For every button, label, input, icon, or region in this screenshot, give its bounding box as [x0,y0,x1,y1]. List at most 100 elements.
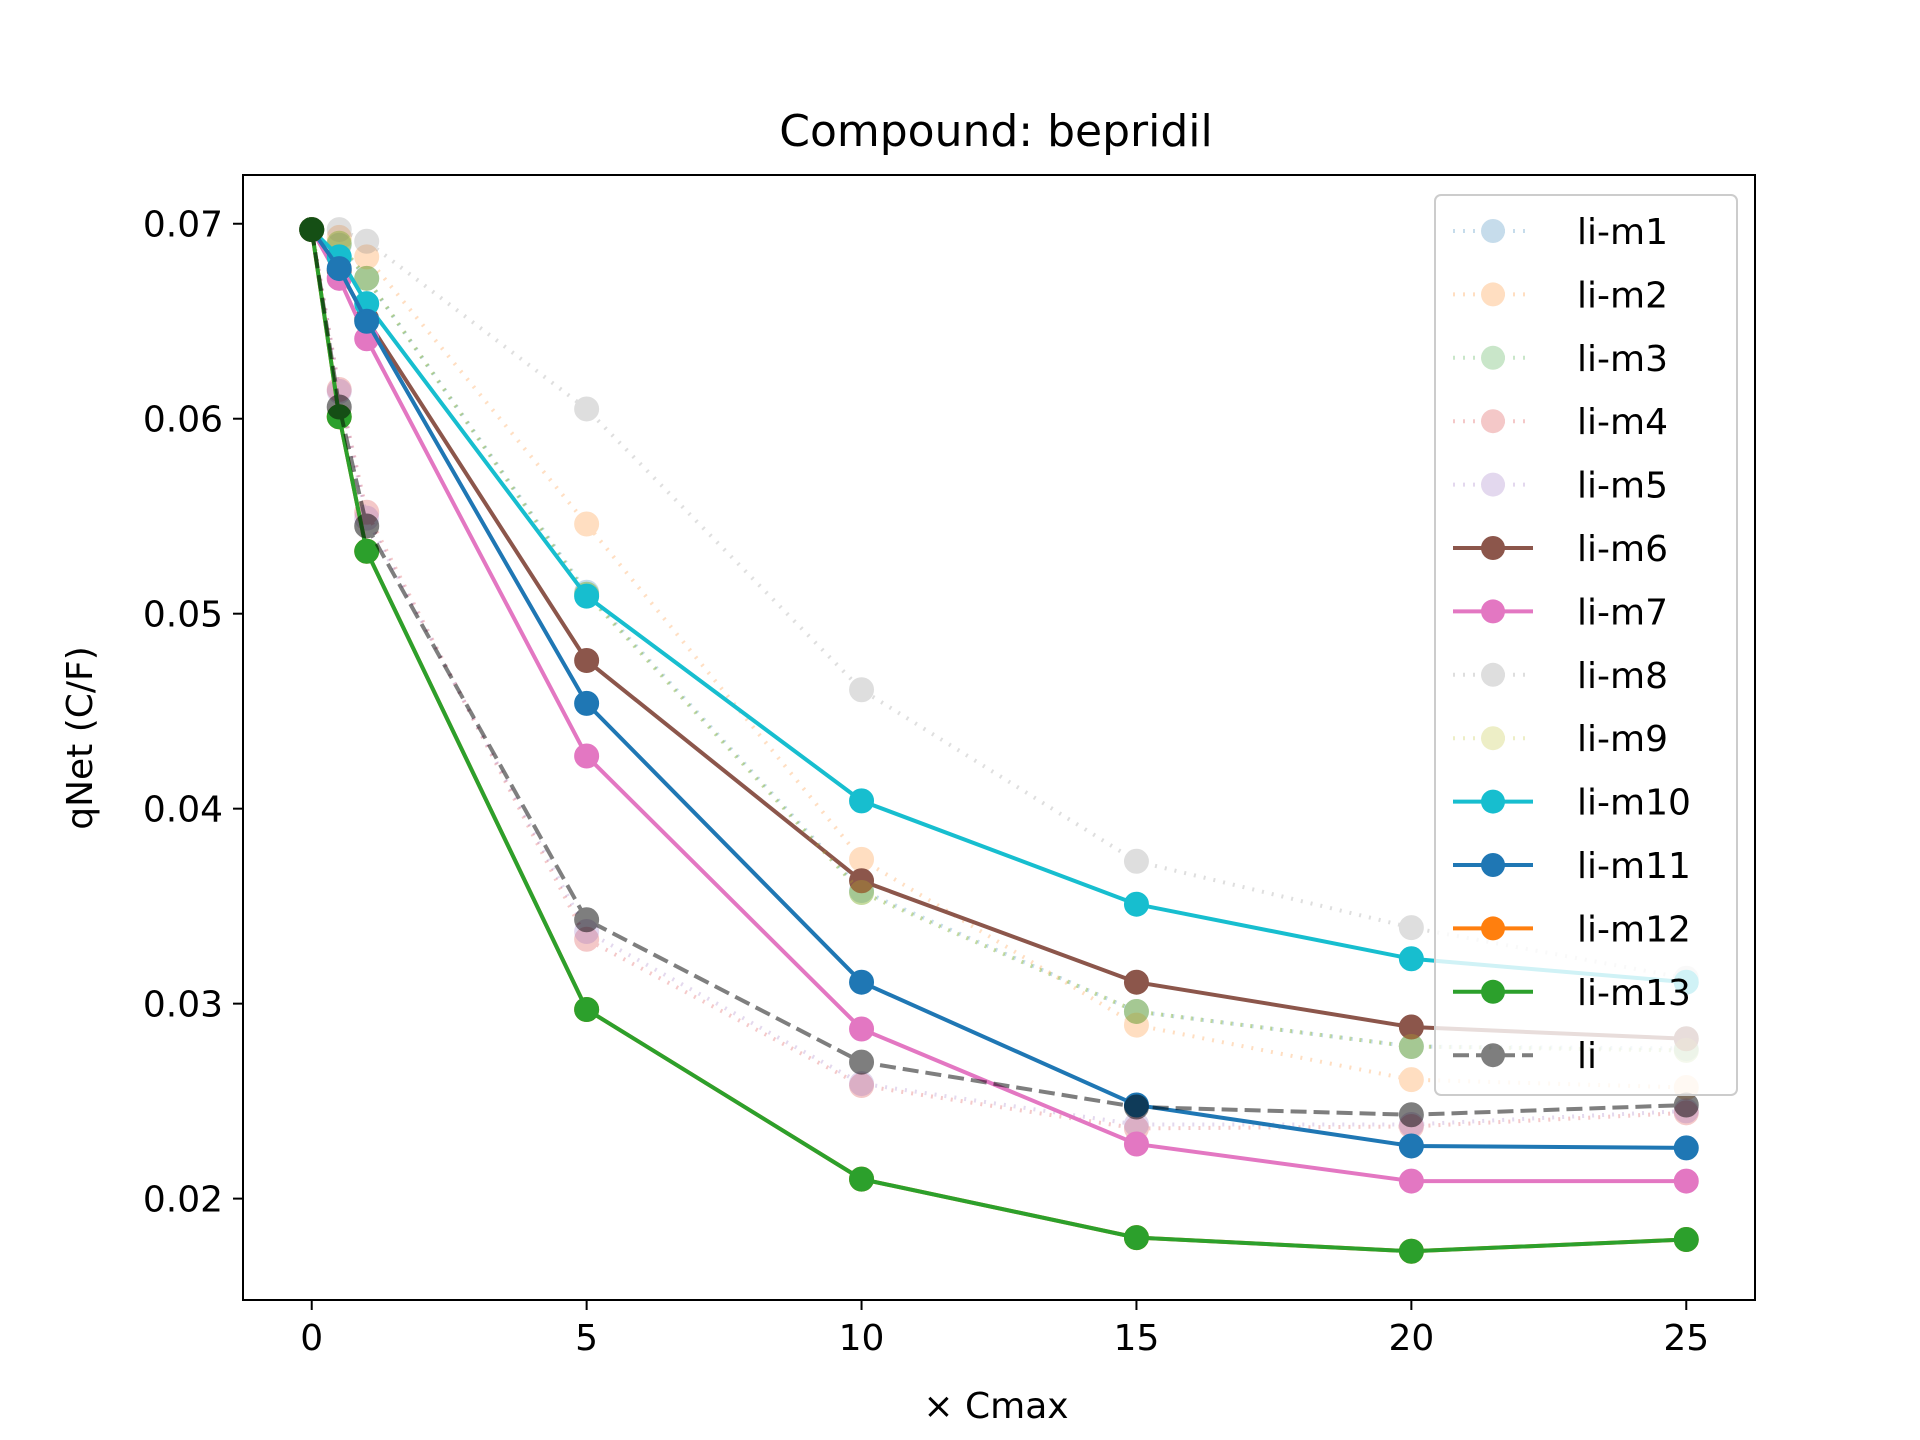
legend-marker [1481,219,1505,243]
axes-frame [242,174,1756,1301]
data-point [1398,1238,1424,1264]
data-point [326,394,352,420]
y-axis-label: qNet (C/F) [60,646,101,830]
x-tick-label: 0 [300,1318,323,1359]
series-li [299,217,1699,1128]
data-point [849,846,875,872]
legend-marker [1481,345,1505,370]
data-point [574,690,600,716]
y-tick-label: 0.05 [143,595,223,636]
x-tick-label: 20 [1388,1318,1434,1359]
data-point [574,907,600,933]
legend-marker [1481,662,1505,687]
data-point [1123,998,1149,1024]
legend-marker [1481,282,1505,307]
legend-label: li-m9 [1577,719,1668,760]
x-tick-label: 5 [575,1318,598,1359]
data-point [1673,1168,1699,1194]
x-axis-label: × Cmax [923,1386,1068,1427]
legend-item-li-m3: li-m3 [1453,339,1668,380]
legend-marker [1481,536,1505,560]
data-point [354,513,380,539]
legend-label: li-m3 [1577,339,1668,380]
data-point [1123,891,1149,917]
legend-item-li-m10: li-m10 [1453,783,1691,824]
legend: li-m1 li-m2 li-m3 li-m4 li-m5 li-m6 li-m7 li-m8… [1434,194,1738,1096]
legend-item-li-m1: li-m1 [1453,212,1668,253]
data-point [1398,1067,1424,1093]
data-point [354,265,380,291]
legend-marker [1481,979,1505,1004]
data-point [849,880,875,906]
data-point [354,244,380,270]
legend-box [1434,194,1738,1096]
x-tick-label: 15 [1114,1318,1160,1359]
series-line [311,227,1687,981]
legend-swatch [1453,282,1533,307]
legend-label: li-m12 [1577,909,1691,950]
data-point [574,647,600,673]
legend-swatch [1453,599,1533,624]
data-point [574,511,600,537]
legend-swatch [1453,662,1533,687]
data-point [849,677,875,703]
data-point [574,396,600,422]
legend-item-li-m9: li-m9 [1453,719,1668,760]
data-point [1673,1092,1699,1118]
data-point [574,583,600,609]
legend-item-li-m4: li-m4 [1453,402,1668,443]
legend-label: li-m7 [1577,592,1668,633]
legend-marker [1481,726,1505,751]
data-point [1123,998,1149,1024]
legend-item-li-m11: li-m11 [1453,846,1691,887]
legend-item-li-m2: li-m2 [1453,275,1668,316]
y-tick-label: 0.07 [143,205,223,246]
legend-marker [1481,599,1505,624]
data-point [849,868,875,894]
legend-label: li [1577,1036,1597,1077]
data-point [1123,848,1149,874]
legend-item-li-m8: li-m8 [1453,656,1668,697]
legend-label: li-m4 [1577,402,1668,443]
data-point [849,1049,875,1075]
data-point [1123,1225,1149,1251]
y-tick-label: 0.06 [143,400,223,441]
legend-item-li-m6: li-m6 [1453,529,1668,570]
legend-label: li-m10 [1577,783,1691,824]
data-point [1123,1094,1149,1120]
data-point [1398,946,1424,972]
legend-marker [1481,916,1505,941]
data-point [1398,1168,1424,1194]
data-point [1673,1227,1699,1253]
y-tick-label: 0.03 [143,985,223,1026]
data-point [1123,969,1149,995]
data-point [1123,1012,1149,1038]
data-point [326,217,352,243]
data-point [1673,1135,1699,1161]
data-point [849,1071,875,1097]
legend-swatch [1453,345,1533,370]
data-point [574,743,600,769]
legend-item-li-m5: li-m5 [1453,466,1668,507]
data-point [1398,1133,1424,1159]
data-point [1123,998,1149,1024]
chart-title: Compound: bepridil [779,106,1213,157]
series-line [309,229,1687,1254]
legend-item-li-m7: li-m7 [1453,592,1668,633]
data-point [354,265,380,291]
legend-label: li-m1 [1577,212,1668,253]
legend-swatch [1453,219,1533,243]
data-point [354,228,380,254]
legend-swatch [1453,536,1533,560]
series-line [309,229,1687,1117]
legend-marker [1481,853,1505,877]
legend-label: li-m2 [1577,275,1668,316]
legend-marker [1481,1043,1505,1068]
legend-label: li-m13 [1577,973,1691,1014]
data-point [1398,1034,1424,1060]
data-point [354,308,380,334]
data-point [849,969,875,995]
legend-label: li-m6 [1577,529,1668,570]
x-tick-label: 25 [1663,1318,1709,1359]
